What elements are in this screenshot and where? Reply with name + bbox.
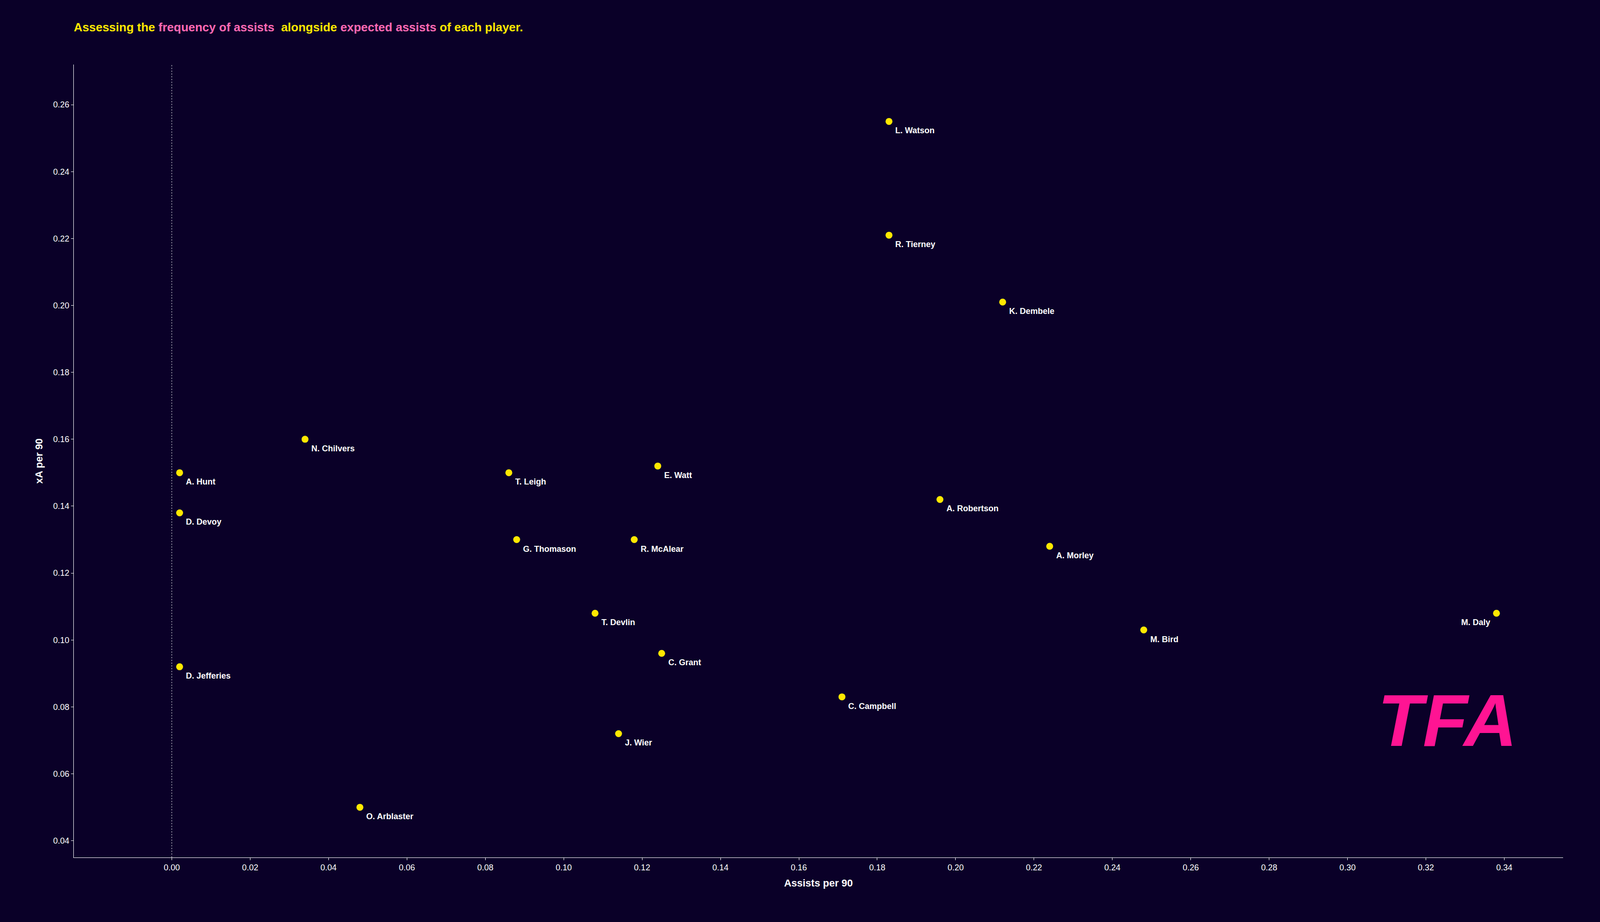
svg-text:J. Wier: J. Wier	[624, 738, 653, 748]
svg-text:T. Leigh: T. Leigh	[515, 477, 547, 487]
svg-text:0.06: 0.06	[53, 769, 70, 780]
svg-text:N. Chilvers: N. Chilvers	[311, 444, 355, 454]
svg-text:M. Bird: M. Bird	[1150, 635, 1179, 645]
svg-text:L. Watson: L. Watson	[895, 125, 935, 136]
svg-text:0.20: 0.20	[53, 301, 70, 311]
svg-text:A. Morley: A. Morley	[1056, 551, 1094, 561]
svg-text:0.02: 0.02	[242, 863, 259, 873]
svg-text:O. Arblaster: O. Arblaster	[366, 812, 414, 822]
svg-text:0.32: 0.32	[1417, 863, 1434, 873]
svg-text:0.04: 0.04	[320, 863, 337, 873]
svg-text:D. Jefferies: D. Jefferies	[185, 671, 231, 681]
svg-text:0.14: 0.14	[712, 863, 729, 873]
svg-text:0.06: 0.06	[398, 863, 416, 873]
svg-text:0.30: 0.30	[1339, 863, 1356, 873]
svg-text:0.00: 0.00	[163, 863, 180, 873]
svg-text:Assists per 90: Assists per 90	[784, 877, 853, 890]
svg-text:C. Grant: C. Grant	[668, 658, 702, 668]
svg-text:0.22: 0.22	[1025, 863, 1042, 873]
svg-text:C. Campbell: C. Campbell	[848, 701, 897, 712]
svg-text:G. Thomason: G. Thomason	[523, 544, 577, 554]
svg-text:A. Hunt: A. Hunt	[185, 477, 216, 487]
svg-text:xA per 90: xA per 90	[33, 438, 45, 484]
svg-text:T. Devlin: T. Devlin	[601, 618, 636, 628]
svg-text:0.26: 0.26	[1182, 863, 1199, 873]
svg-text:0.08: 0.08	[477, 863, 494, 873]
svg-text:0.08: 0.08	[53, 702, 70, 713]
svg-text:0.12: 0.12	[53, 568, 70, 578]
svg-text:TFA: TFA	[1377, 679, 1517, 762]
svg-text:0.20: 0.20	[947, 863, 964, 873]
svg-text:M. Daly: M. Daly	[1461, 618, 1491, 628]
svg-text:R. Tierney: R. Tierney	[895, 239, 936, 250]
svg-text:0.24: 0.24	[1104, 863, 1121, 873]
svg-text:0.18: 0.18	[868, 863, 886, 873]
svg-text:0.22: 0.22	[53, 234, 70, 244]
svg-text:R. McAlear: R. McAlear	[640, 544, 684, 554]
svg-text:0.18: 0.18	[53, 368, 70, 378]
svg-text:0.28: 0.28	[1260, 863, 1278, 873]
svg-text:0.12: 0.12	[634, 863, 651, 873]
svg-text:0.26: 0.26	[53, 100, 70, 110]
svg-text:0.10: 0.10	[53, 636, 70, 646]
svg-text:0.10: 0.10	[555, 863, 572, 873]
svg-text:A. Robertson: A. Robertson	[946, 504, 999, 514]
svg-text:0.34: 0.34	[1496, 863, 1513, 873]
svg-text:E. Watt: E. Watt	[664, 470, 692, 481]
svg-text:0.16: 0.16	[790, 863, 807, 873]
svg-text:D. Devoy: D. Devoy	[185, 517, 222, 527]
svg-text:0.04: 0.04	[53, 836, 70, 846]
svg-text:0.14: 0.14	[53, 501, 70, 512]
svg-text:K. Dembele: K. Dembele	[1009, 306, 1055, 316]
svg-text:0.24: 0.24	[53, 167, 70, 177]
svg-text:0.16: 0.16	[53, 434, 70, 445]
svg-text:Assessing the frequency of ass: Assessing the frequency of assists along…	[73, 20, 524, 35]
